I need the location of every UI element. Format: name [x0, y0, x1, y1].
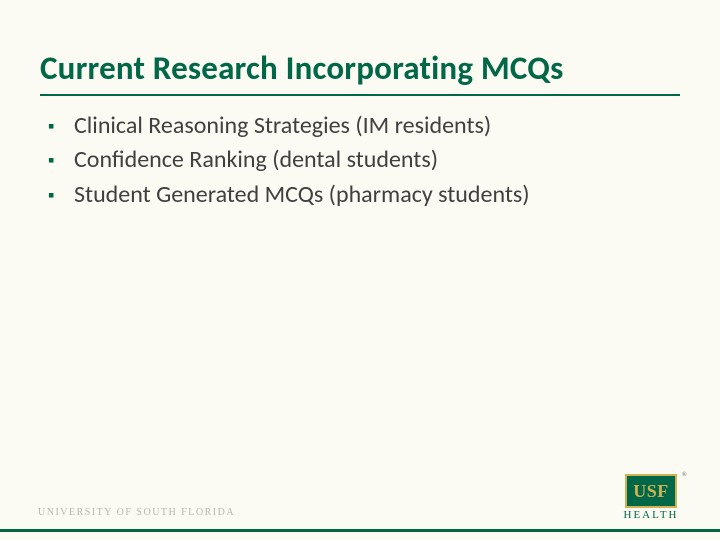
logo-mark: USF ® — [625, 474, 677, 508]
usf-health-logo: USF ® HEALTH — [616, 474, 686, 526]
footer-divider — [0, 529, 720, 532]
registered-mark: ® — [682, 472, 687, 478]
bullet-item: Clinical Reasoning Strategies (IM reside… — [48, 110, 680, 142]
university-name: UNIVERSITY OF SOUTH FLORIDA — [38, 507, 235, 518]
slide: Current Research Incorporating MCQs Clin… — [0, 0, 720, 540]
bullet-item: Confidence Ranking (dental students) — [48, 144, 680, 176]
slide-title: Current Research Incorporating MCQs — [40, 48, 680, 88]
slide-footer: UNIVERSITY OF SOUTH FLORIDA USF ® HEALTH — [0, 470, 720, 540]
bullet-list: Clinical Reasoning Strategies (IM reside… — [40, 110, 680, 211]
logo-text: USF — [633, 481, 669, 502]
logo-subtext: HEALTH — [616, 509, 686, 521]
bullet-item: Student Generated MCQs (pharmacy student… — [48, 179, 680, 211]
title-underline — [40, 94, 680, 96]
